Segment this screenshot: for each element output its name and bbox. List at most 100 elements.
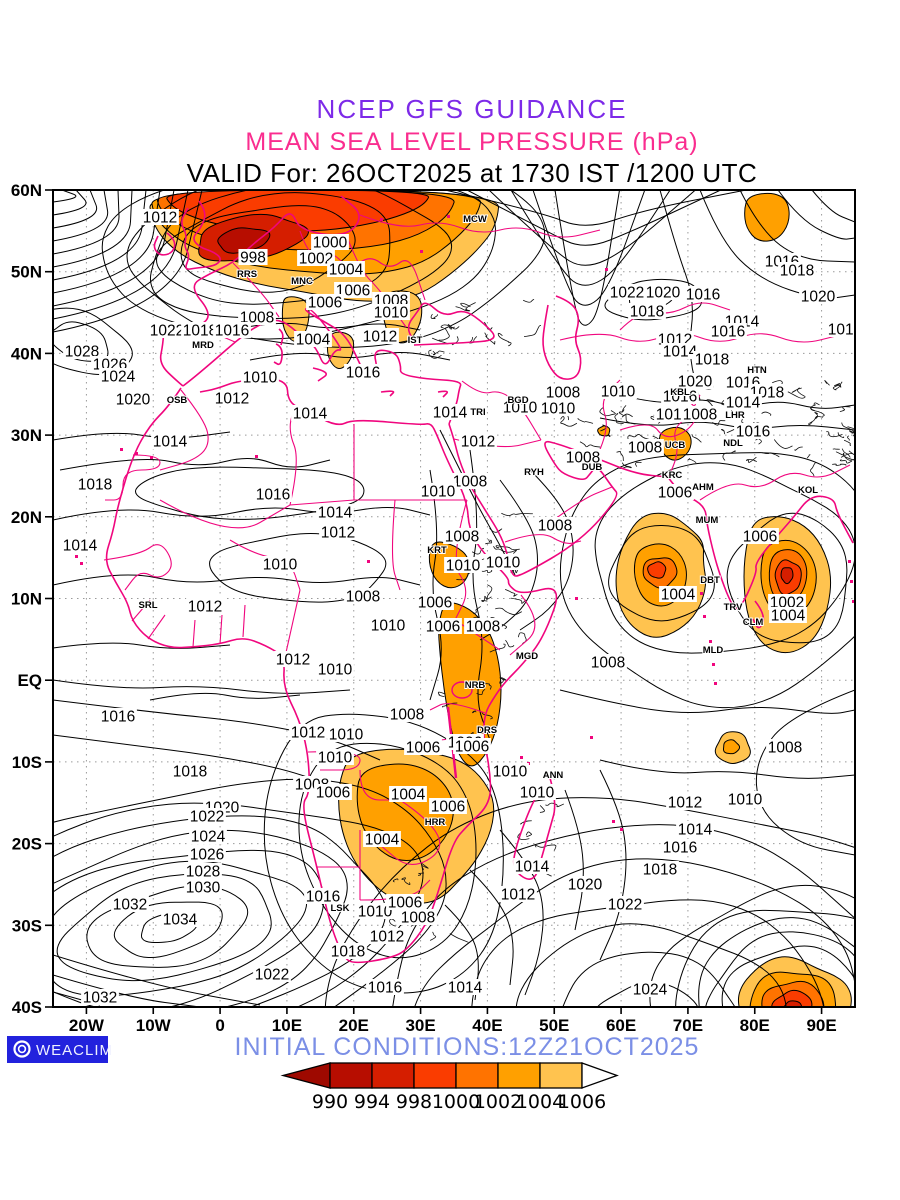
- isobar: [698, 917, 855, 1007]
- pressure-label: 1008: [683, 407, 717, 424]
- pressure-label: 1018: [630, 304, 664, 321]
- pressure-label-box: [111, 896, 149, 912]
- pressure-label-box: [368, 928, 406, 944]
- coastline: [448, 423, 669, 577]
- terrain-contour: [806, 454, 811, 459]
- pressure-label: 1012: [501, 887, 535, 904]
- political-border: [359, 214, 601, 238]
- shaded-low-region: [771, 989, 813, 1007]
- logo-background: [7, 1036, 108, 1063]
- isobar: [53, 778, 447, 1007]
- island-speck: [150, 456, 153, 459]
- pressure-label-box: [693, 351, 731, 367]
- pressure-label: 1010: [329, 727, 364, 744]
- terrain-contour: [787, 387, 806, 399]
- pressure-label-box: [641, 861, 679, 877]
- pressure-label: 1008: [546, 385, 580, 402]
- initial-conditions-label: INITIAL CONDITIONS:12Z21OCT2025: [235, 1033, 700, 1061]
- pressure-label-box: [99, 708, 137, 724]
- colorbar-segment: [413, 1062, 457, 1089]
- pressure-label-box: [631, 981, 669, 997]
- isobar: [599, 769, 627, 961]
- pressure-label: 1018: [183, 323, 217, 340]
- pressure-label: 1016: [346, 365, 380, 382]
- political-border: [192, 619, 196, 648]
- pressure-label-box: [76, 476, 114, 492]
- shaded-low-region: [783, 1000, 803, 1007]
- pressure-label: 1006: [431, 799, 465, 816]
- pressure-label-box: [606, 896, 644, 912]
- logo: WEACLIM: [7, 1036, 112, 1063]
- isobar: [53, 974, 201, 1007]
- pressure-label: 1014: [318, 505, 353, 522]
- chart-subtitle: MEAN SEA LEVEL PRESSURE (hPa): [245, 128, 698, 156]
- isobar: [596, 981, 699, 1007]
- isobar: [53, 190, 77, 203]
- isobar: [392, 824, 855, 1007]
- isobar: [599, 759, 855, 779]
- coastline: [312, 367, 328, 382]
- pressure-label-box: [768, 594, 806, 610]
- pressure-label-box: [826, 321, 855, 337]
- pressure-label: 1010: [371, 618, 406, 635]
- x-axis-label: 20W: [69, 1016, 105, 1035]
- pressure-label-box: [304, 888, 342, 904]
- pressure-label-box: [161, 911, 199, 927]
- pressure-label: 998: [240, 250, 266, 267]
- political-border: [454, 619, 501, 651]
- political-border: [391, 499, 401, 591]
- pressure-label: 1012: [370, 929, 404, 946]
- coastline: [752, 600, 765, 629]
- pressure-label: 1008: [390, 707, 424, 724]
- isobar: [444, 904, 479, 1001]
- pressure-label: 1016: [215, 323, 249, 340]
- x-axis-label: 10W: [136, 1016, 172, 1035]
- pressure-label-box: [274, 651, 312, 667]
- pressure-label: 1032: [113, 897, 147, 914]
- terrain-contour: [495, 545, 520, 551]
- pressure-label: 1014: [828, 322, 863, 339]
- isobar: [564, 789, 584, 931]
- pressure-label: 1034: [163, 912, 198, 929]
- isobar: [126, 190, 496, 340]
- terrain-contour: [847, 423, 855, 430]
- terrain-contour: [507, 341, 512, 347]
- pressure-label: 1026: [190, 847, 224, 864]
- colorbar-segment: [497, 1062, 541, 1089]
- station-label: DRS: [477, 725, 497, 736]
- terrain-contour: [824, 379, 830, 386]
- political-border: [159, 499, 291, 529]
- isobar: [113, 901, 223, 959]
- pressure-label-box: [316, 749, 354, 765]
- pressure-label: 1032: [83, 990, 117, 1007]
- pressure-label-box: [99, 368, 137, 384]
- coastlines-borders: [75, 195, 855, 964]
- pressure-label-box: [626, 439, 664, 455]
- x-axis-label: 10E: [272, 1016, 302, 1035]
- pressure-label-box: [238, 249, 268, 265]
- isobar: [324, 797, 855, 1007]
- isobar: [53, 190, 98, 229]
- terrain-contour: [834, 382, 841, 391]
- pressure-label-box: [734, 423, 772, 439]
- isobar: [53, 507, 431, 521]
- pressure-label-box: [501, 399, 539, 415]
- pressure-label-box: [184, 879, 222, 895]
- station-label: BGD: [507, 395, 528, 406]
- isobar: [705, 931, 855, 1007]
- pressure-label: 1018: [173, 764, 207, 781]
- pressure-label-box: [661, 343, 699, 359]
- pressure-label: 1000: [313, 235, 348, 252]
- pressure-label-box: [709, 323, 747, 339]
- colorbar-value: 990: [312, 1091, 348, 1113]
- terrain-contour: [518, 632, 527, 644]
- colorbar-segment: [539, 1062, 583, 1089]
- island-speck: [80, 562, 83, 565]
- pressure-label-box: [539, 400, 577, 416]
- political-border: [147, 614, 166, 640]
- pressure-label: 1010: [358, 904, 393, 921]
- isobar: [604, 278, 702, 321]
- station-label: MCW: [463, 214, 487, 225]
- x-axis-label: 90E: [806, 1016, 836, 1035]
